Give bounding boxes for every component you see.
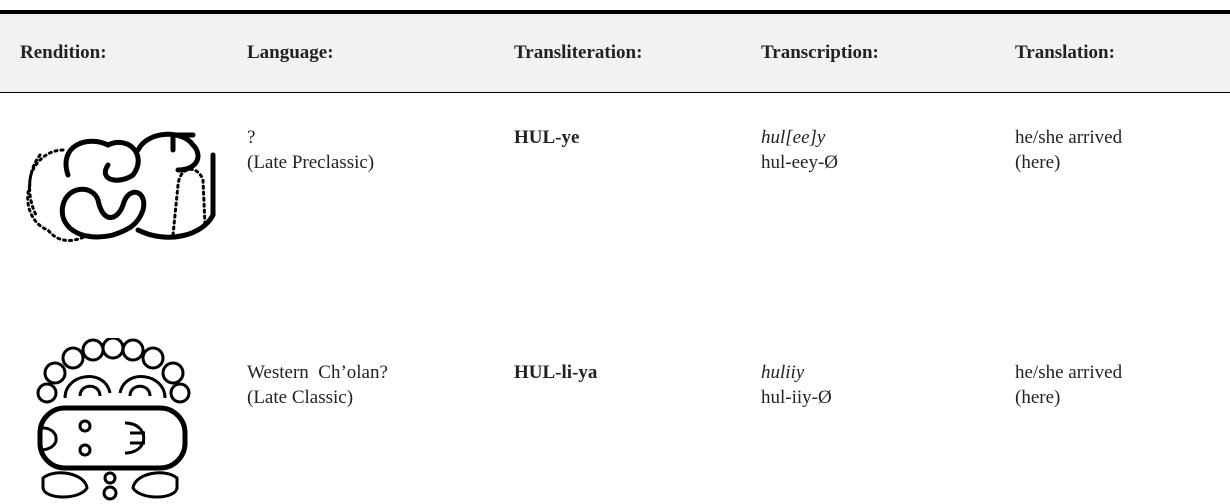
header-cell: Translation:: [1015, 42, 1115, 63]
translation: he/she arrived: [1015, 362, 1123, 383]
header-row: [0, 10, 1230, 93]
glyph-image: [36, 338, 191, 501]
translation: he/she arrived: [1015, 127, 1123, 148]
transcription: hul-iiy-Ø: [761, 387, 832, 408]
header-cell: Transliteration:: [514, 42, 643, 63]
header-cell: Language:: [247, 42, 334, 63]
transcription: huliiy: [761, 362, 805, 383]
language: (Late Preclassic): [247, 152, 375, 173]
transliteration: HUL-ye: [514, 127, 580, 148]
header-cell: Transcription:: [761, 42, 879, 63]
translation: (here): [1015, 387, 1061, 408]
transcription: hul-eey-Ø: [761, 152, 839, 173]
glyph-image: [26, 131, 216, 242]
language: (Late Classic): [247, 387, 354, 408]
header-cell: Rendition:: [20, 42, 107, 63]
language: ?: [247, 127, 256, 148]
transcription: hul[ee]y: [761, 127, 826, 148]
translation: (here): [1015, 152, 1061, 173]
language: Western Ch’olan?: [247, 362, 388, 383]
transliteration: HUL-li-ya: [514, 362, 598, 383]
